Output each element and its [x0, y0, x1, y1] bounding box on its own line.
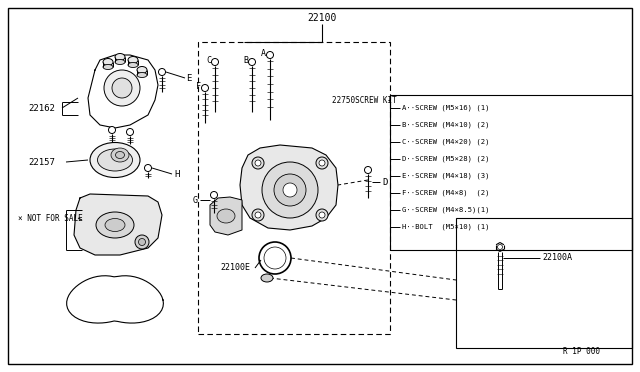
Text: H··BOLT  (M5×10) (1): H··BOLT (M5×10) (1) [402, 224, 490, 230]
Text: 22157: 22157 [28, 157, 55, 167]
Text: A: A [261, 48, 266, 58]
Ellipse shape [137, 73, 147, 77]
Ellipse shape [115, 60, 125, 64]
Ellipse shape [111, 148, 129, 162]
Ellipse shape [128, 57, 138, 64]
Bar [456, 218, 632, 348]
Circle shape [316, 157, 328, 169]
Circle shape [497, 244, 502, 250]
Circle shape [319, 160, 325, 166]
Circle shape [252, 209, 264, 221]
Text: 22100A: 22100A [542, 253, 572, 263]
Circle shape [248, 58, 255, 65]
Text: 22750SCREW KIT: 22750SCREW KIT [332, 96, 397, 105]
Text: D··SCREW (M5×28) (2): D··SCREW (M5×28) (2) [402, 156, 490, 162]
Circle shape [252, 157, 264, 169]
Ellipse shape [137, 67, 147, 74]
Circle shape [202, 84, 209, 92]
Text: F··SCREW (M4×8)  (2): F··SCREW (M4×8) (2) [402, 190, 490, 196]
Text: H: H [174, 170, 179, 179]
Circle shape [274, 174, 306, 206]
Circle shape [283, 183, 297, 197]
Ellipse shape [97, 149, 132, 171]
Ellipse shape [96, 212, 134, 238]
Circle shape [255, 160, 261, 166]
Text: 22100E: 22100E [220, 263, 250, 273]
Polygon shape [240, 145, 338, 230]
Ellipse shape [103, 58, 113, 65]
Circle shape [135, 235, 149, 249]
Text: A··SCREW (M5×16) (1): A··SCREW (M5×16) (1) [402, 105, 490, 111]
Text: 22162: 22162 [28, 103, 55, 112]
Text: D: D [382, 177, 387, 186]
Text: 22100: 22100 [307, 13, 337, 23]
Polygon shape [210, 197, 242, 235]
Circle shape [262, 162, 318, 218]
Ellipse shape [115, 151, 125, 158]
Text: G: G [193, 196, 198, 205]
Text: B: B [243, 55, 248, 64]
Text: C··SCREW (M4×20) (2): C··SCREW (M4×20) (2) [402, 139, 490, 145]
Circle shape [145, 164, 152, 171]
Bar [390, 95, 632, 250]
Text: G··SCREW (M4×8.5)(1): G··SCREW (M4×8.5)(1) [402, 207, 490, 213]
Ellipse shape [90, 142, 140, 177]
Text: F: F [196, 81, 201, 90]
Circle shape [109, 126, 115, 134]
Circle shape [211, 58, 218, 65]
Circle shape [127, 128, 134, 135]
Bar [198, 42, 390, 334]
Text: E: E [186, 74, 191, 83]
Ellipse shape [261, 274, 273, 282]
Ellipse shape [103, 64, 113, 70]
Circle shape [266, 51, 273, 58]
Ellipse shape [115, 54, 125, 61]
Circle shape [104, 70, 140, 106]
Text: × NOT FOR SALE: × NOT FOR SALE [18, 214, 83, 222]
Ellipse shape [128, 62, 138, 67]
Text: E··SCREW (M4×18) (3): E··SCREW (M4×18) (3) [402, 173, 490, 179]
Circle shape [211, 192, 218, 199]
Circle shape [316, 209, 328, 221]
Ellipse shape [105, 218, 125, 231]
Text: B··SCREW (M4×10) (2): B··SCREW (M4×10) (2) [402, 122, 490, 128]
Text: R 1P 000: R 1P 000 [563, 347, 600, 356]
Circle shape [159, 68, 166, 76]
Circle shape [112, 78, 132, 98]
Circle shape [319, 212, 325, 218]
Circle shape [365, 167, 371, 173]
Text: C: C [206, 55, 211, 64]
Ellipse shape [217, 209, 235, 223]
Circle shape [138, 238, 145, 246]
Polygon shape [74, 194, 162, 255]
Circle shape [255, 212, 261, 218]
